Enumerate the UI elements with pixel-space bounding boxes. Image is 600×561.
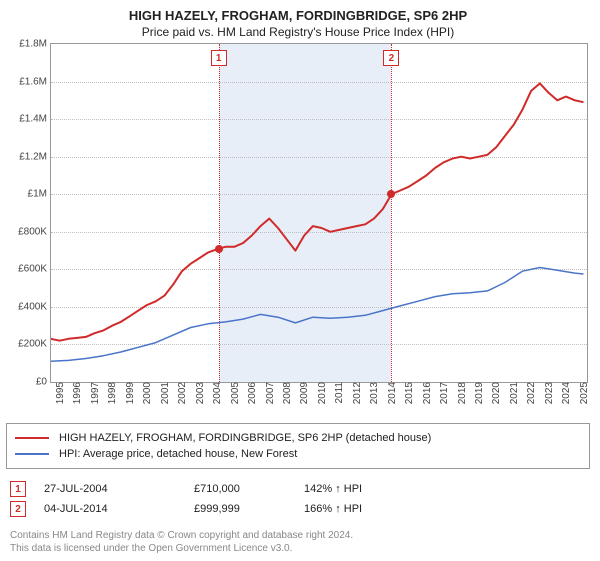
x-tick-label: 2001	[158, 382, 171, 404]
sale-row-badge: 1	[10, 481, 26, 497]
sale-marker-dot	[215, 245, 223, 253]
x-tick-label: 2014	[385, 382, 398, 404]
sale-row-pct: 142% ↑ HPI	[304, 483, 434, 495]
x-tick-label: 2005	[228, 382, 241, 404]
y-tick-label: £1M	[28, 189, 51, 200]
x-tick-label: 2004	[210, 382, 223, 404]
x-tick-label: 2023	[542, 382, 555, 404]
x-tick-label: 1998	[105, 382, 118, 404]
x-tick-label: 2019	[472, 382, 485, 404]
sale-row-date: 27-JUL-2004	[26, 483, 194, 495]
plot-area: £0£200K£400K£600K£800K£1M£1.2M£1.4M£1.6M…	[50, 43, 588, 383]
y-tick-label: £0	[36, 377, 51, 388]
sales-table-row: 204-JUL-2014£999,999166% ↑ HPI	[6, 499, 590, 519]
x-tick-label: 2013	[367, 382, 380, 404]
sale-row-pct: 166% ↑ HPI	[304, 503, 434, 515]
x-tick-label: 2017	[437, 382, 450, 404]
legend-item: HPI: Average price, detached house, New …	[15, 446, 581, 462]
y-tick-label: £400K	[18, 301, 51, 312]
y-axis-gutter	[6, 43, 50, 383]
x-tick-label: 2000	[140, 382, 153, 404]
sales-table-row: 127-JUL-2004£710,000142% ↑ HPI	[6, 479, 590, 499]
sale-marker-chip: 2	[383, 50, 399, 66]
sale-row-badge: 2	[10, 501, 26, 517]
sale-marker-chip: 1	[211, 50, 227, 66]
sale-row-price: £710,000	[194, 483, 304, 495]
x-tick-label: 2022	[524, 382, 537, 404]
x-tick-label: 2007	[263, 382, 276, 404]
x-tick-label: 2020	[489, 382, 502, 404]
x-tick-label: 2011	[332, 382, 345, 404]
x-tick-label: 2024	[559, 382, 572, 404]
legend-item: HIGH HAZELY, FROGHAM, FORDINGBRIDGE, SP6…	[15, 430, 581, 446]
x-tick-label: 1997	[88, 382, 101, 404]
x-tick-label: 2015	[402, 382, 415, 404]
x-tick-label: 2003	[193, 382, 206, 404]
sales-table: 127-JUL-2004£710,000142% ↑ HPI204-JUL-20…	[6, 479, 590, 519]
sale-row-date: 04-JUL-2014	[26, 503, 194, 515]
x-tick-label: 2008	[280, 382, 293, 404]
legend-label: HPI: Average price, detached house, New …	[59, 448, 297, 460]
x-tick-label: 2025	[577, 382, 590, 404]
y-tick-label: £200K	[18, 339, 51, 350]
x-tick-label: 2018	[455, 382, 468, 404]
series-svg	[51, 44, 587, 382]
y-tick-label: £1.8M	[19, 39, 51, 50]
legend-swatch	[15, 453, 49, 455]
legend-label: HIGH HAZELY, FROGHAM, FORDINGBRIDGE, SP6…	[59, 432, 431, 444]
x-tick-label: 2009	[297, 382, 310, 404]
y-tick-label: £1.6M	[19, 76, 51, 87]
y-tick-label: £1.4M	[19, 114, 51, 125]
y-tick-label: £1.2M	[19, 151, 51, 162]
chart-container: HIGH HAZELY, FROGHAM, FORDINGBRIDGE, SP6…	[0, 0, 600, 561]
x-tick-label: 1995	[53, 382, 66, 404]
y-tick-label: £600K	[18, 264, 51, 275]
x-tick-label: 1996	[70, 382, 83, 404]
x-tick-label: 2016	[420, 382, 433, 404]
x-tick-label: 2021	[507, 382, 520, 404]
x-tick-label: 1999	[123, 382, 136, 404]
footer-line1: Contains HM Land Registry data © Crown c…	[10, 529, 590, 542]
footer: Contains HM Land Registry data © Crown c…	[6, 529, 590, 555]
x-tick-label: 2002	[175, 382, 188, 404]
title-line1: HIGH HAZELY, FROGHAM, FORDINGBRIDGE, SP6…	[6, 8, 590, 23]
legend-swatch	[15, 437, 49, 439]
sale-marker-dot	[387, 190, 395, 198]
sale-row-price: £999,999	[194, 503, 304, 515]
x-tick-label: 2010	[315, 382, 328, 404]
x-tick-label: 2012	[350, 382, 363, 404]
x-tick-label: 2006	[245, 382, 258, 404]
title-line2: Price paid vs. HM Land Registry's House …	[6, 25, 590, 39]
legend: HIGH HAZELY, FROGHAM, FORDINGBRIDGE, SP6…	[6, 423, 590, 469]
series-line	[51, 83, 584, 340]
titles: HIGH HAZELY, FROGHAM, FORDINGBRIDGE, SP6…	[6, 8, 590, 39]
footer-line2: This data is licensed under the Open Gov…	[10, 542, 590, 555]
y-tick-label: £800K	[18, 226, 51, 237]
